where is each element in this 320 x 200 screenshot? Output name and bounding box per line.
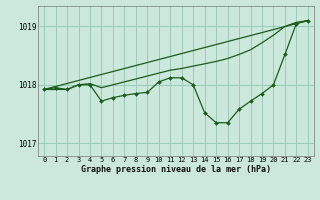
- X-axis label: Graphe pression niveau de la mer (hPa): Graphe pression niveau de la mer (hPa): [81, 165, 271, 174]
